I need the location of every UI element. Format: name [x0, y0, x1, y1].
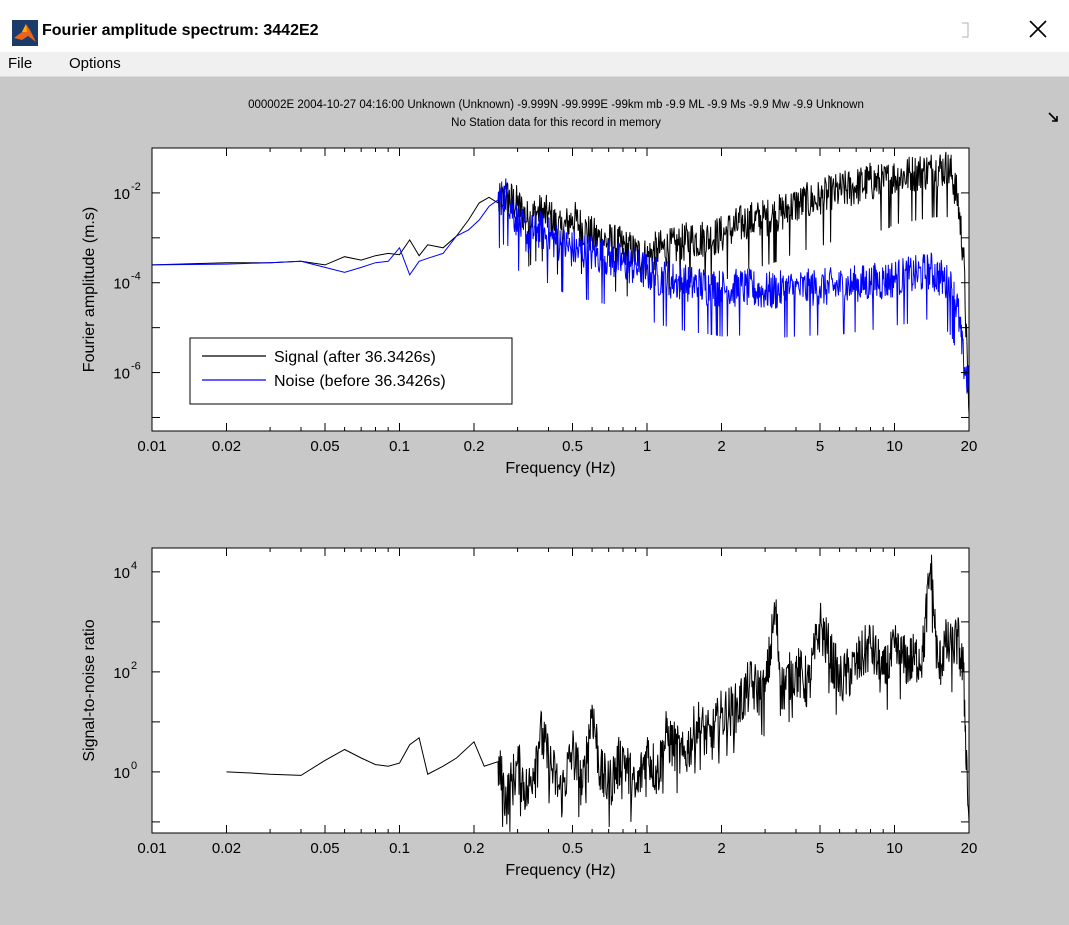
snr-ytick-label: 10 — [113, 565, 130, 582]
snr-ytick-label: 10 — [113, 665, 130, 682]
spectrum-legend-label: Signal (after 36.3426s) — [274, 349, 436, 366]
snr-xtick-label: 10 — [886, 840, 903, 857]
spectrum-xtick-label: 0.2 — [464, 438, 485, 455]
figure-canvas: 000002E 2004-10-27 04:16:00 Unknown (Unk… — [81, 99, 978, 879]
snr-ytick-label: 10 — [113, 765, 130, 782]
spectrum-xtick-label: 0.05 — [310, 438, 339, 455]
spectrum-xtick-label: 10 — [886, 438, 903, 455]
spectrum-legend — [189, 337, 513, 405]
snr-xtick-label: 2 — [717, 840, 725, 857]
spectrum-xtick-label: 5 — [816, 438, 824, 455]
snr-ytick-exponent: 4 — [131, 560, 137, 572]
matlab-logo-icon — [12, 20, 38, 46]
snr-series-0 — [226, 554, 969, 832]
spectrum-series-1 — [152, 178, 969, 394]
close-icon[interactable] — [1025, 16, 1051, 42]
spectrum-axes-box — [151, 147, 970, 432]
spectrum-ytick-exponent: -4 — [131, 271, 141, 283]
spectrum-xtick-label: 2 — [717, 438, 725, 455]
snr-xtick-label: 0.2 — [464, 840, 485, 857]
spectrum-ytick-exponent: -2 — [131, 181, 141, 193]
snr-xtick-label: 20 — [961, 840, 978, 857]
snr-xtick-label: 5 — [816, 840, 824, 857]
menu-options[interactable]: Options — [69, 55, 121, 72]
spectrum-legend-label: Noise (before 36.3426s) — [274, 373, 446, 390]
spectrum-xtick-label: 1 — [643, 438, 651, 455]
snr-xtick-label: 0.02 — [212, 840, 241, 857]
snr-xtick-label: 0.1 — [389, 840, 410, 857]
spectrum-ylabel: Fourier amplitude (m.s) — [81, 207, 98, 372]
spectrum-xtick-label: 0.02 — [212, 438, 241, 455]
snr-xlabel: Frequency (Hz) — [505, 862, 615, 879]
maximize-icon[interactable] — [960, 22, 970, 38]
spectrum-xtick-label: 0.1 — [389, 438, 410, 455]
record-header-line1: 000002E 2004-10-27 04:16:00 Unknown (Unk… — [248, 99, 864, 111]
title-bar[interactable]: Fourier amplitude spectrum: 3442E2 — [0, 0, 1069, 52]
snr-axes-box — [151, 547, 970, 834]
spectrum-series-0 — [152, 151, 969, 414]
spectrum-xtick-label: 0.01 — [137, 438, 166, 455]
snr-ylabel: Signal-to-noise ratio — [81, 619, 98, 761]
snr-xtick-label: 1 — [643, 840, 651, 857]
snr-ytick-exponent: 0 — [131, 760, 137, 772]
spectrum-xlabel: Frequency (Hz) — [505, 460, 615, 477]
record-header-line2: No Station data for this record in memor… — [451, 117, 661, 129]
menu-file[interactable]: File — [8, 55, 33, 72]
menu-bar: File Options — [0, 52, 1069, 122]
spectrum-ytick-label: 10 — [113, 186, 130, 203]
dock-arrow-icon[interactable] — [1046, 110, 1060, 124]
snr-ytick-exponent: 2 — [131, 660, 137, 672]
snr-xtick-label: 0.5 — [562, 840, 583, 857]
spectrum-xtick-label: 20 — [961, 438, 978, 455]
window-title: Fourier amplitude spectrum: 3442E2 — [42, 22, 319, 39]
spectrum-ytick-label: 10 — [113, 366, 130, 383]
snr-xtick-label: 0.05 — [310, 840, 339, 857]
snr-xtick-label: 0.01 — [137, 840, 166, 857]
spectrum-ytick-exponent: -6 — [131, 361, 141, 373]
spectrum-xtick-label: 0.5 — [562, 438, 583, 455]
spectrum-ytick-label: 10 — [113, 276, 130, 293]
